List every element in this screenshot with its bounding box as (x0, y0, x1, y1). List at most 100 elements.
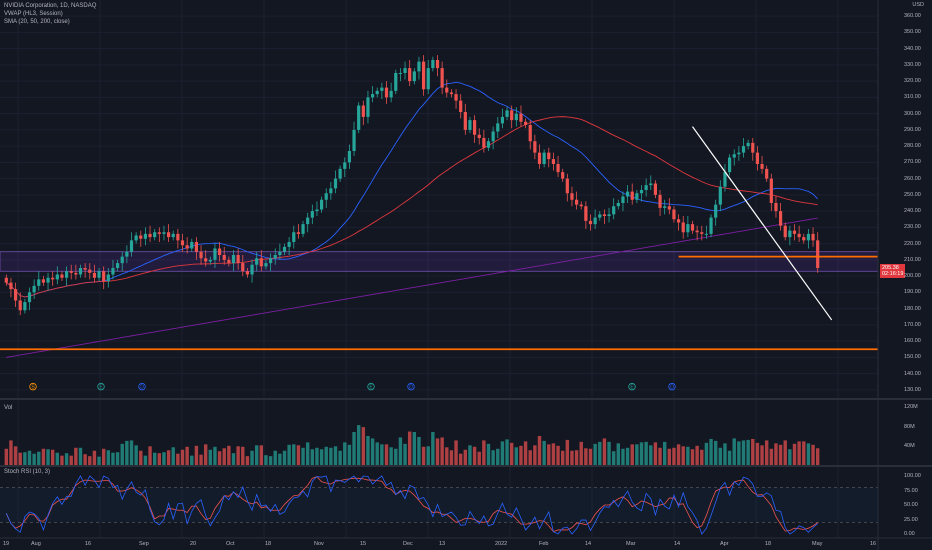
volume-bar (556, 445, 560, 466)
candle-body (92, 272, 97, 278)
volume-bar (811, 444, 815, 466)
candle-body (180, 240, 185, 246)
candle-body (449, 92, 454, 95)
candle-body (653, 183, 658, 195)
volume-bar (254, 445, 259, 466)
candle-body (607, 214, 611, 216)
time-axis-label: Dec (403, 541, 413, 547)
volume-bar (454, 440, 458, 466)
candle-body (366, 97, 370, 117)
volume-pane-label[interactable]: Vol (4, 405, 13, 411)
volume-bar (774, 443, 778, 466)
time-axis-label: 18 (765, 541, 772, 547)
currency-label[interactable]: USD (912, 2, 924, 8)
volume-bar (486, 443, 491, 466)
candle-body (718, 186, 722, 205)
candle-body (102, 271, 106, 281)
candle-body (816, 240, 820, 268)
price-axis-label: 280.00 (904, 143, 921, 150)
volume-bar (806, 443, 811, 466)
candle-body (533, 141, 537, 153)
time-axis-label: 20 (190, 541, 197, 547)
sma50-line (6, 116, 818, 298)
volume-bar (180, 449, 185, 466)
volume-bar (426, 446, 430, 466)
volume-bar (412, 432, 417, 466)
candle-body (644, 185, 648, 190)
volume-bar (37, 451, 41, 466)
volume-bar (83, 454, 87, 466)
volume-bar (718, 447, 723, 466)
volume-bar (23, 452, 27, 466)
volume-bar (60, 455, 64, 466)
candle-body (565, 178, 569, 194)
candle-body (788, 230, 792, 238)
candle-body (704, 233, 709, 235)
candle-body (612, 206, 616, 215)
time-axis-label: Mar (626, 541, 636, 547)
candle-body (802, 237, 806, 241)
volume-bar (574, 450, 579, 466)
volume-bar (746, 439, 750, 466)
candle-body (445, 87, 449, 93)
symbol-title[interactable]: NVIDIA Corporation, 1D, NASDAQ (4, 3, 97, 9)
volume-bar (551, 443, 556, 466)
sma-legend[interactable]: SMA (20, 50, 200, close) (4, 19, 70, 25)
candle-body (806, 233, 811, 241)
horizontal-levels[interactable] (0, 255, 878, 351)
candle-body (482, 138, 486, 148)
candle-body (737, 152, 741, 155)
price-axis-label: 140.00 (904, 370, 921, 377)
candle-body (352, 129, 356, 151)
volume-bar (171, 447, 175, 466)
candle-body (454, 94, 458, 101)
candle-body (551, 159, 556, 164)
candle-body (588, 220, 593, 225)
candle-body (185, 245, 189, 249)
volume-bar (394, 448, 398, 466)
event-marker (97, 382, 105, 391)
vwap-legend[interactable]: VWAP (HL3, Session) (4, 11, 63, 17)
candle-body (361, 105, 365, 117)
candle-body (241, 263, 245, 272)
volume-bar (755, 442, 760, 466)
candle-body (472, 120, 477, 135)
volume-bar (384, 444, 389, 466)
volume-bar (667, 448, 672, 466)
event-marker (138, 382, 146, 391)
candle-body (273, 255, 277, 259)
volume-bar (329, 447, 333, 466)
trendline[interactable] (692, 126, 833, 321)
volume-bar (241, 446, 245, 466)
event-marker-label: E (630, 384, 634, 390)
volume-bar (815, 448, 820, 466)
candle-body (727, 157, 732, 173)
candle-body (408, 68, 412, 82)
candle-body (783, 225, 787, 238)
volume-bar (162, 452, 166, 466)
candle-body (672, 209, 676, 220)
candle-body (394, 73, 398, 91)
candle-body (463, 112, 467, 130)
volume-bar (106, 450, 111, 466)
volume-bar (537, 435, 542, 466)
volume-bar (148, 446, 152, 466)
volume-bar (245, 456, 250, 466)
candle-body (459, 100, 463, 112)
price-candles[interactable] (4, 55, 820, 316)
time-axis-label: Sep (139, 541, 149, 547)
volume-bar (658, 447, 662, 466)
volume-bar (565, 439, 570, 466)
volume-bar (570, 450, 574, 466)
candle-body (792, 230, 797, 234)
candle-body (561, 172, 565, 179)
volume-bar (797, 441, 801, 466)
time-axis-label: Nov (314, 541, 324, 547)
candle-body (658, 194, 662, 208)
stoch-pane-label[interactable]: Stoch RSI (10, 3) (4, 469, 51, 475)
candle-body (547, 152, 551, 160)
candle-body (278, 251, 282, 255)
